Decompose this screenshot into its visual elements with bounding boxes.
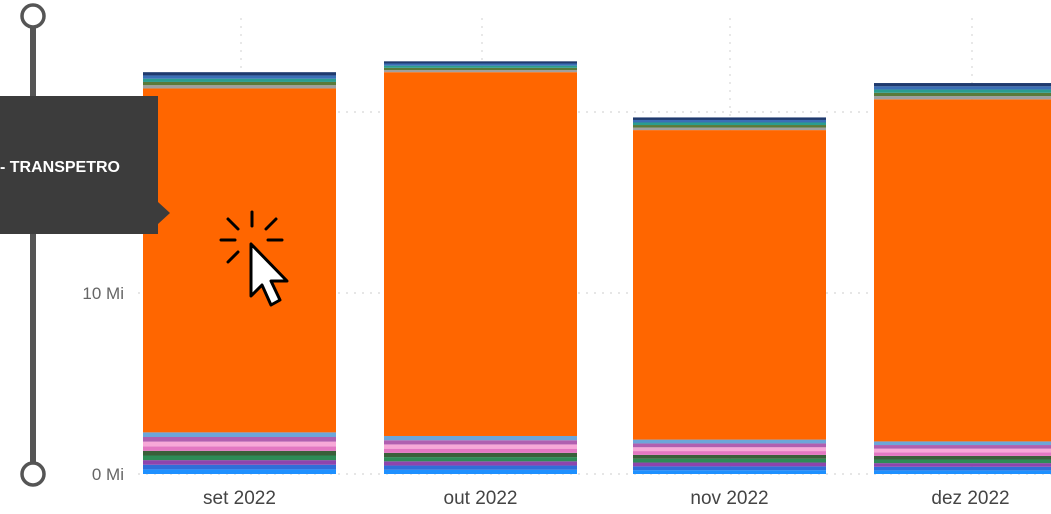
bar-segment (384, 61, 577, 64)
bar-segment (143, 85, 336, 89)
bar-segment (874, 441, 1051, 446)
bar-segment (633, 439, 826, 444)
bar-segment (384, 444, 577, 449)
x-tick-label: out 2022 (444, 488, 518, 509)
bar-segment (633, 454, 826, 459)
bar-segment (633, 122, 826, 126)
bar-stack[interactable] (633, 117, 826, 474)
bar-segment (384, 465, 577, 470)
bar-segment (874, 96, 1051, 100)
bar-segment (384, 448, 577, 453)
bar-segment (143, 75, 336, 79)
bar-segment (633, 470, 826, 474)
bar-segment (143, 450, 336, 456)
bar-segment (633, 466, 826, 471)
bar-segment (384, 63, 577, 66)
bar-segment (633, 443, 826, 448)
bar-segment-main (384, 72, 577, 436)
bar-segment (384, 435, 577, 441)
bar-segment-main (874, 99, 1051, 442)
bar-segment (874, 452, 1051, 456)
bar-segment (874, 470, 1051, 474)
bar-segment (874, 455, 1051, 460)
bar-segment (143, 446, 336, 451)
bar-segment (874, 459, 1051, 464)
bar-segment (384, 70, 577, 73)
bar-segment (143, 464, 336, 470)
slider-bottom-handle[interactable] (20, 461, 46, 487)
bar-segment (384, 457, 577, 462)
tooltip: - TRANSPETRO (0, 96, 170, 234)
bar-segment (633, 462, 826, 467)
bar-segment (874, 86, 1051, 90)
bar-segment (143, 441, 336, 447)
x-tick-label: dez 2022 (931, 488, 1009, 509)
pointer-click-icon (219, 210, 289, 307)
bar-segment (143, 436, 336, 442)
bar-segment (384, 469, 577, 474)
bar-segment (874, 92, 1051, 97)
bar-segment (874, 448, 1051, 453)
bar-segment (874, 466, 1051, 471)
bar-segment (384, 65, 577, 68)
bar-segment (143, 81, 336, 86)
x-tick-label: set 2022 (203, 488, 276, 509)
bar-segment (143, 460, 336, 465)
bar-segment-main (143, 88, 336, 433)
bar-segment (143, 72, 336, 76)
range-slider[interactable] (20, 3, 46, 487)
bar-segment (633, 125, 826, 128)
bar-segment (633, 447, 826, 452)
tooltip-text: - TRANSPETRO (0, 159, 120, 176)
bar-segment (384, 461, 577, 466)
y-tick-label: 0 Mi (92, 465, 124, 484)
slider-top-handle[interactable] (20, 3, 46, 29)
tooltip-box (0, 96, 170, 234)
bar-segment (384, 452, 577, 458)
bar-segment (143, 432, 336, 437)
bar-segment (143, 455, 336, 461)
bar-segment (143, 469, 336, 474)
bar-segment (874, 83, 1051, 87)
bar-segment (384, 67, 577, 71)
bars-layer (143, 61, 1051, 474)
bar-segment (384, 440, 577, 445)
y-tick-label: 10 Mi (82, 284, 124, 303)
x-tick-label: nov 2022 (690, 488, 768, 509)
bar-stack[interactable] (384, 61, 577, 474)
bar-segment (633, 458, 826, 463)
bar-segment (633, 127, 826, 131)
bar-segment (633, 117, 826, 120)
bar-stack[interactable] (143, 72, 336, 474)
bar-segment (874, 445, 1051, 449)
bar-segment (874, 89, 1051, 93)
bar-stack[interactable] (874, 83, 1051, 474)
bar-segment (633, 119, 826, 123)
bar-segment (874, 463, 1051, 467)
bar-segment (143, 78, 336, 82)
bar-segment (633, 451, 826, 455)
bar-segment-main (633, 130, 826, 440)
